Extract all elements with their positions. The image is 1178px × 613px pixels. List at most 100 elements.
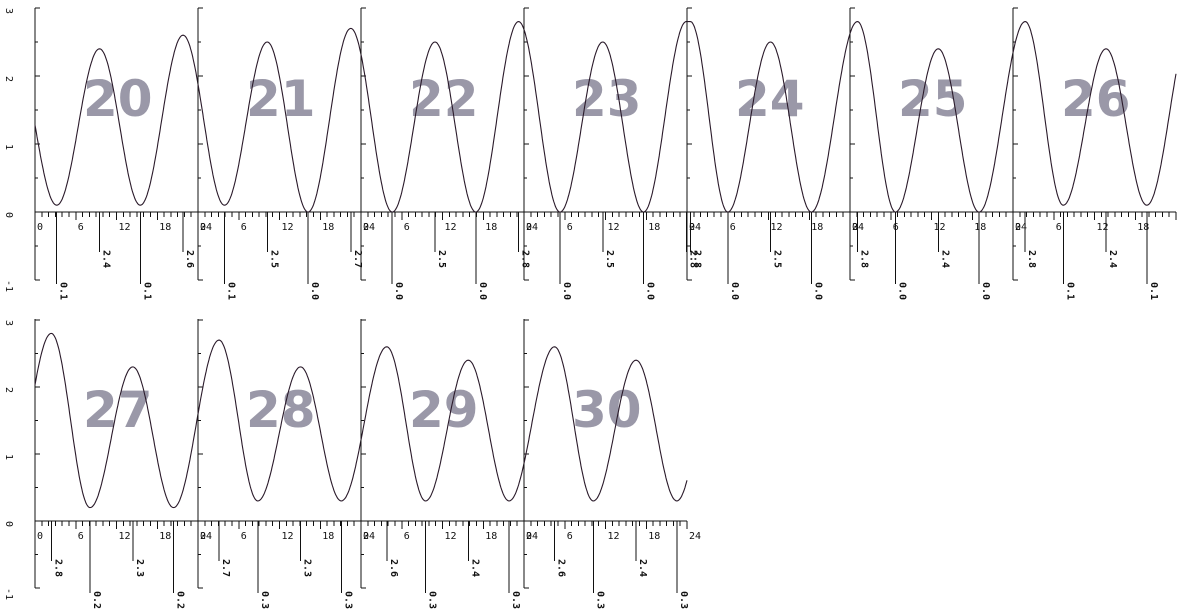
high-tide-value: 2.7 xyxy=(352,250,363,268)
day-number-label: 21 xyxy=(246,70,316,128)
x-tick-label: 18 xyxy=(811,222,823,233)
tide-curve xyxy=(197,339,362,502)
panel-day-30: 0 6 12 18 24 30 2.6 2.4 0.3 0.3 xyxy=(523,319,701,609)
high-tide-value: 2.7 xyxy=(220,559,231,577)
high-tide-value: 2.4 xyxy=(1107,250,1118,268)
low-tide-value: 0.0 xyxy=(729,282,740,300)
panel-day-24: 0 6 12 18 24 24 2.8 2.5 0.0 0.0 xyxy=(686,7,864,300)
y-tick-label: 0 xyxy=(3,521,14,527)
tide-curve xyxy=(197,27,362,213)
low-tide-value: 0.1 xyxy=(1064,282,1075,300)
x-tick-label: 6 xyxy=(404,531,410,542)
x-tick-label: 12 xyxy=(282,222,294,233)
y-tick-label: 0 xyxy=(3,212,14,218)
low-tide-value: 0.0 xyxy=(980,282,991,300)
x-tick-label: 18 xyxy=(485,222,497,233)
low-tide-value: 0.1 xyxy=(58,282,69,300)
x-tick-label: 12 xyxy=(445,222,457,233)
x-tick-label: 0 xyxy=(526,222,532,233)
low-tide-value: 0.0 xyxy=(477,282,488,300)
x-tick-label: 6 xyxy=(1056,222,1062,233)
high-tide-value: 2.8 xyxy=(687,250,698,268)
panel-day-22: 0 6 12 18 24 22 2.5 2.8 0.0 0.0 xyxy=(360,7,538,300)
x-tick-label: 24 xyxy=(363,531,375,542)
x-tick-label: 18 xyxy=(322,531,334,542)
x-tick-label: 6 xyxy=(241,531,247,542)
x-tick-label: 18 xyxy=(1137,222,1149,233)
y-tick-label: -1 xyxy=(3,280,14,292)
day-number-label: 25 xyxy=(898,70,968,128)
low-tide-value: 0.3 xyxy=(259,591,270,609)
x-tick-label: 0 xyxy=(363,222,369,233)
day-number-label: 23 xyxy=(572,70,642,128)
high-tide-value: 2.6 xyxy=(184,250,195,268)
day-number-label: 30 xyxy=(572,381,642,439)
x-tick-label: 0 xyxy=(363,531,369,542)
low-tide-value: 0.3 xyxy=(678,591,689,609)
high-tide-value: 2.8 xyxy=(1026,250,1037,268)
x-tick-label: 24 xyxy=(689,222,701,233)
high-tide-value: 2.4 xyxy=(637,559,648,577)
day-number-label: 27 xyxy=(83,381,153,439)
low-tide-value: 0.0 xyxy=(309,282,320,300)
x-tick-label: 0 xyxy=(200,531,206,542)
panel-day-26: 0 6 12 18 24 26 2.8 2.4 0.1 0.1 xyxy=(1012,7,1177,300)
x-tick-label: 24 xyxy=(852,222,864,233)
high-tide-value: 2.8 xyxy=(52,559,63,577)
high-tide-value: 2.4 xyxy=(469,559,480,577)
x-tick-label: 12 xyxy=(119,222,131,233)
x-tick-label: 24 xyxy=(200,222,212,233)
x-tick-label: 12 xyxy=(119,531,131,542)
x-tick-label: 0 xyxy=(37,222,43,233)
low-tide-value: 0.3 xyxy=(510,591,521,609)
x-tick-label: 0 xyxy=(852,222,858,233)
low-tide-value: 0.3 xyxy=(342,591,353,609)
panel-day-29: 0 6 12 18 24 29 2.6 2.4 0.3 0.3 xyxy=(360,319,538,609)
x-tick-label: 6 xyxy=(567,531,573,542)
high-tide-value: 2.6 xyxy=(388,559,399,577)
high-tide-value: 2.8 xyxy=(520,250,531,268)
day-number-label: 29 xyxy=(409,381,479,439)
x-tick-label: 12 xyxy=(282,531,294,542)
x-tick-label: 0 xyxy=(37,531,43,542)
high-tide-value: 2.4 xyxy=(939,250,950,268)
day-number-label: 28 xyxy=(246,381,316,439)
low-tide-value: 0.1 xyxy=(1148,282,1159,300)
low-tide-value: 0.1 xyxy=(141,282,152,300)
x-tick-label: 18 xyxy=(648,222,660,233)
x-tick-label: 18 xyxy=(159,222,171,233)
x-tick-label: 24 xyxy=(689,531,701,542)
low-tide-value: 0.3 xyxy=(594,591,605,609)
y-tick-label: 1 xyxy=(3,144,14,150)
y-tick-label: 2 xyxy=(3,76,14,82)
day-number-label: 26 xyxy=(1061,70,1131,128)
x-tick-label: 24 xyxy=(200,531,212,542)
x-tick-label: 6 xyxy=(241,222,247,233)
day-number-label: 22 xyxy=(409,70,479,128)
x-tick-label: 0 xyxy=(200,222,206,233)
x-tick-label: 18 xyxy=(974,222,986,233)
y-tick-label: 3 xyxy=(3,8,14,14)
high-tide-value: 2.5 xyxy=(436,250,447,268)
x-tick-label: 18 xyxy=(648,531,660,542)
x-tick-label: 6 xyxy=(78,531,84,542)
tide-curve xyxy=(523,21,687,213)
y-tick-label: 1 xyxy=(3,454,14,460)
low-tide-value: 0.0 xyxy=(645,282,656,300)
x-tick-label: 24 xyxy=(526,222,538,233)
x-tick-label: 12 xyxy=(608,531,620,542)
x-tick-label: 18 xyxy=(159,531,171,542)
x-tick-label: 6 xyxy=(404,222,410,233)
x-tick-label: 24 xyxy=(363,222,375,233)
x-tick-label: 24 xyxy=(526,531,538,542)
low-tide-value: 0.0 xyxy=(561,282,572,300)
panel-day-23: 0 6 12 18 24 23 2.5 2.8 0.0 0.0 xyxy=(523,7,701,300)
tide-curve xyxy=(360,21,525,213)
x-tick-label: 12 xyxy=(1097,222,1109,233)
tide-curve xyxy=(687,21,851,213)
tide-curve xyxy=(34,332,199,509)
x-tick-label: 0 xyxy=(526,531,532,542)
